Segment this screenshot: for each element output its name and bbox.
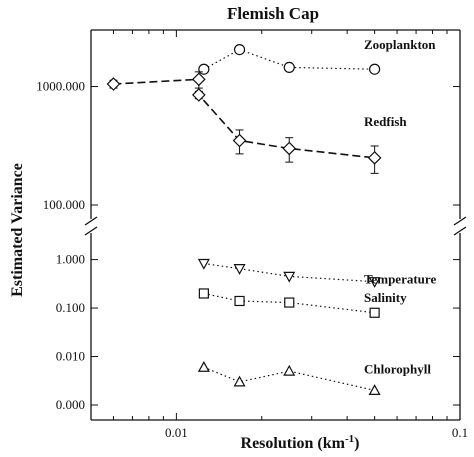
data-point-square (284, 297, 295, 308)
data-point-circle (233, 43, 246, 56)
y-axis-title: Estimated Variance (9, 163, 26, 297)
data-point-diamond (106, 77, 121, 91)
x-axis-title-close: ) (354, 435, 359, 452)
data-point-triangle-down (283, 271, 296, 283)
series-chlorophyll (197, 361, 381, 396)
tick-labels: 0.01 0.1 100.000 1000.000 0.000 0.010 0.100 1.0… (36, 79, 468, 440)
x-axis-title: Resolution (km-1) (241, 433, 360, 452)
axis-break-mark (84, 216, 98, 226)
data-point-triangle-down (197, 258, 210, 270)
series-label-zooplankton: Zooplankton (364, 37, 436, 52)
axis-break-mark (453, 226, 467, 236)
series-labels: Zooplankton Redfish Temperature Salinity Chl… (364, 37, 436, 376)
data-point-diamond (232, 133, 247, 148)
x-axis-title-main: Resolution (km (241, 435, 346, 452)
series-layer (106, 43, 382, 396)
series-line (203, 262, 375, 283)
series-label-temperature: Temperature (364, 272, 436, 287)
data-point-triangle-up (368, 384, 381, 396)
series-line (113, 78, 375, 159)
data-point-square (198, 288, 209, 299)
data-point-triangle-up (233, 375, 246, 387)
data-point-circle (198, 63, 210, 75)
data-point-square (369, 307, 380, 318)
series-salinity (198, 288, 380, 318)
data-point-triangle-down (233, 264, 246, 275)
y-tick-label: 1.000 (56, 252, 85, 267)
data-point-circle (283, 61, 295, 74)
series-line (203, 48, 375, 70)
data-point-triangle-down (368, 277, 381, 288)
y-tick-label: 0.010 (56, 349, 85, 364)
series-temperature (197, 258, 381, 288)
series-line (203, 366, 375, 391)
data-point-circle (369, 63, 381, 75)
series-label-chlorophyll: Chlorophyll (364, 361, 431, 376)
series-redfish (106, 71, 382, 174)
data-point-triangle-up (283, 364, 296, 376)
data-point-diamond (282, 141, 297, 156)
series-line (203, 292, 375, 314)
series-label-salinity: Salinity (364, 290, 407, 305)
axis-break-mark (84, 226, 98, 236)
series-label-redfish: Redfish (364, 114, 407, 129)
y-tick-label: 0.000 (56, 397, 85, 412)
y-tick-label: 0.100 (56, 300, 85, 315)
data-point-diamond (191, 72, 206, 87)
y-tick-label: 100.000 (43, 197, 85, 212)
plot-frame (84, 29, 467, 421)
data-point-diamond (367, 151, 382, 165)
data-point-triangle-up (197, 361, 210, 372)
series-zooplankton (198, 43, 381, 75)
x-tick-label: 0.01 (165, 425, 188, 440)
axis-ticks (91, 30, 461, 420)
axis-break-mark (453, 216, 467, 226)
chart-title: Flemish Cap (227, 4, 319, 23)
x-tick-label: 0.1 (452, 425, 468, 440)
data-point-square (234, 295, 245, 307)
x-axis-title-sup: -1 (345, 433, 354, 445)
data-point-diamond (191, 88, 206, 102)
y-tick-label: 1000.000 (36, 79, 85, 94)
y-axis-title-text: Estimated Variance (9, 163, 26, 297)
